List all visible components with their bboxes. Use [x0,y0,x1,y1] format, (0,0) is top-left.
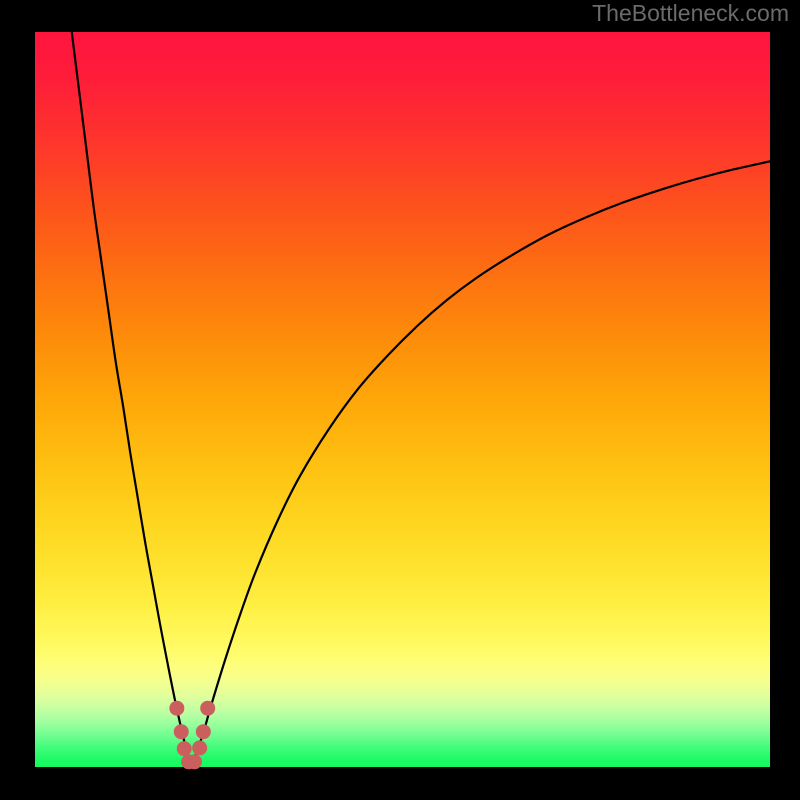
chart-container: TheBottleneck.com [0,0,800,800]
curve-left-branch [72,32,191,767]
valley-marker [174,724,189,739]
valley-marker [187,754,202,769]
valley-marker [192,740,207,755]
curve-right-branch [191,161,770,767]
valley-marker [200,701,215,716]
valley-marker [196,724,211,739]
plot-area [35,32,770,767]
watermark-text: TheBottleneck.com [592,0,789,27]
valley-marker [177,741,192,756]
bottleneck-curve-svg [35,32,770,767]
valley-marker [169,701,184,716]
valley-markers [169,701,215,770]
